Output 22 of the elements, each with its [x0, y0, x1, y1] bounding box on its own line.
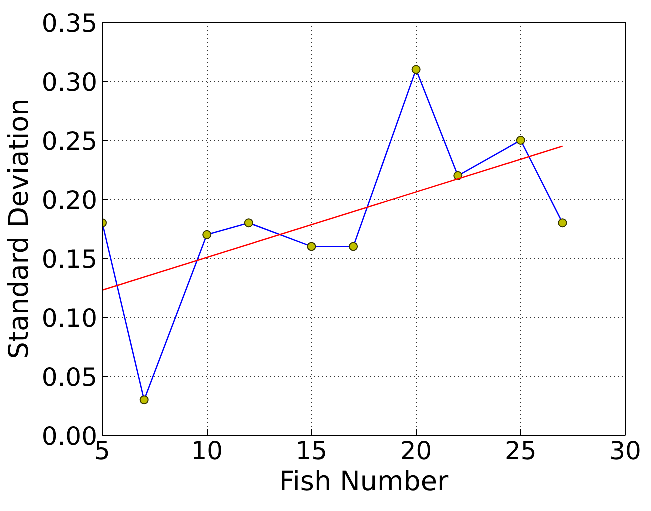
- point: [349, 242, 358, 252]
- y-tick-label: 0.35: [42, 9, 98, 38]
- point: [516, 136, 526, 145]
- point: [140, 396, 149, 405]
- y-tick-label: 0.10: [42, 304, 98, 333]
- point: [244, 218, 254, 228]
- y-tick-label: 0.25: [42, 127, 98, 156]
- y-tick-label: 0.30: [42, 68, 98, 97]
- x-tick-label: 20: [400, 436, 432, 466]
- point: [558, 218, 568, 228]
- point: [412, 65, 421, 74]
- x-tick-label: 25: [504, 436, 537, 466]
- x-tick-label: 15: [296, 436, 328, 466]
- y-axis-title: Standard Deviation: [4, 98, 35, 360]
- y-tick-label: 0.15: [42, 245, 98, 274]
- y-tick-label: 0.05: [42, 363, 98, 392]
- x-axis-title: Fish Number: [279, 466, 450, 498]
- y-tick-label: 0.20: [42, 186, 98, 215]
- x-tick-label: 30: [610, 436, 642, 466]
- point: [307, 242, 316, 252]
- x-tick-label: 10: [191, 436, 224, 466]
- point: [202, 230, 212, 240]
